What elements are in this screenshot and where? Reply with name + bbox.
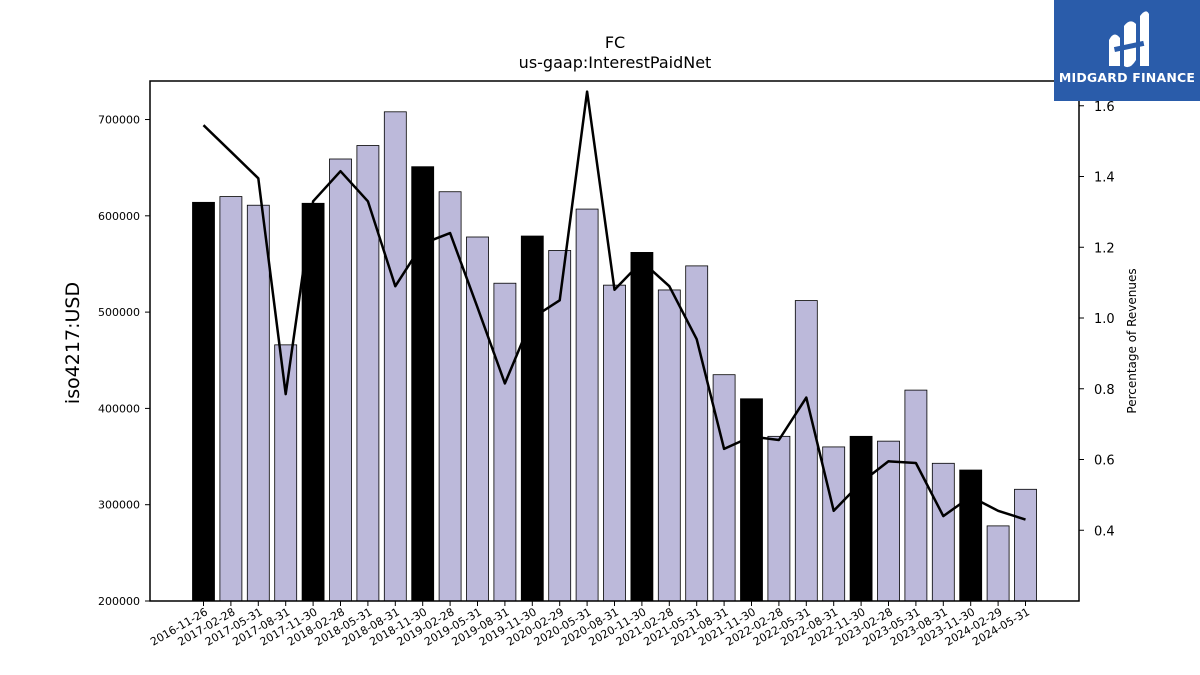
y2-tick-label: 0.6 (1094, 454, 1115, 469)
x-axis: 2016-11-262017-02-282017-05-312017-08-31… (148, 601, 1032, 649)
bar (219, 196, 243, 602)
bar (1014, 488, 1037, 602)
bar (383, 111, 407, 602)
bar (822, 446, 846, 602)
bar (493, 282, 517, 602)
bar-series (192, 111, 1037, 602)
bar (520, 235, 544, 602)
bar (685, 265, 709, 602)
bar (877, 440, 900, 602)
bar (575, 208, 599, 602)
bar (329, 158, 352, 602)
bar (986, 525, 1010, 602)
bar (274, 344, 298, 602)
bar (548, 250, 572, 602)
bar (411, 166, 435, 602)
y-tick-label: 600000 (98, 210, 140, 223)
y2-tick-label: 1.4 (1094, 171, 1115, 186)
y2-tick-label: 1.2 (1094, 241, 1115, 256)
bar (740, 398, 763, 602)
bar (603, 284, 626, 602)
bar (712, 374, 736, 602)
y-tick-label: 700000 (98, 114, 140, 127)
logo-mark-icon (1109, 11, 1149, 68)
chart-subtitle: us-gaap:InterestPaidNet (519, 53, 712, 72)
y-tick-label: 500000 (98, 306, 140, 319)
y2-tick-label: 1.0 (1094, 312, 1115, 327)
bar (192, 201, 215, 602)
bar (356, 145, 380, 602)
bar (794, 300, 818, 602)
bar (931, 462, 955, 602)
bar (657, 289, 681, 602)
bar (630, 252, 654, 602)
right-y-axis: 0.4 0.6 0.8 1.0 1.2 1.4 1.6 (1079, 100, 1115, 539)
midgard-finance-logo: MIDGARD FINANCE (1054, 0, 1200, 101)
bar (959, 469, 983, 602)
y-tick-label: 200000 (98, 595, 140, 608)
logo-text: MIDGARD FINANCE (1058, 70, 1196, 85)
y-tick-label: 300000 (98, 499, 140, 512)
y-tick-label: 400000 (98, 402, 140, 415)
bar (246, 204, 270, 602)
y2-tick-label: 0.4 (1094, 524, 1115, 539)
y2-axis-label: Percentage of Revenues (1125, 268, 1139, 413)
line-series (202, 90, 1026, 521)
bar (849, 435, 873, 602)
y2-tick-label: 1.6 (1094, 100, 1115, 115)
left-y-axis: 200000 300000 400000 500000 600000 700000 (98, 114, 150, 608)
bar (767, 435, 791, 602)
y2-tick-label: 0.8 (1094, 383, 1115, 398)
bar (466, 236, 489, 602)
chart-title: FC (605, 33, 625, 52)
bar (904, 389, 928, 602)
y-axis-label: iso4217:USD (62, 282, 84, 404)
